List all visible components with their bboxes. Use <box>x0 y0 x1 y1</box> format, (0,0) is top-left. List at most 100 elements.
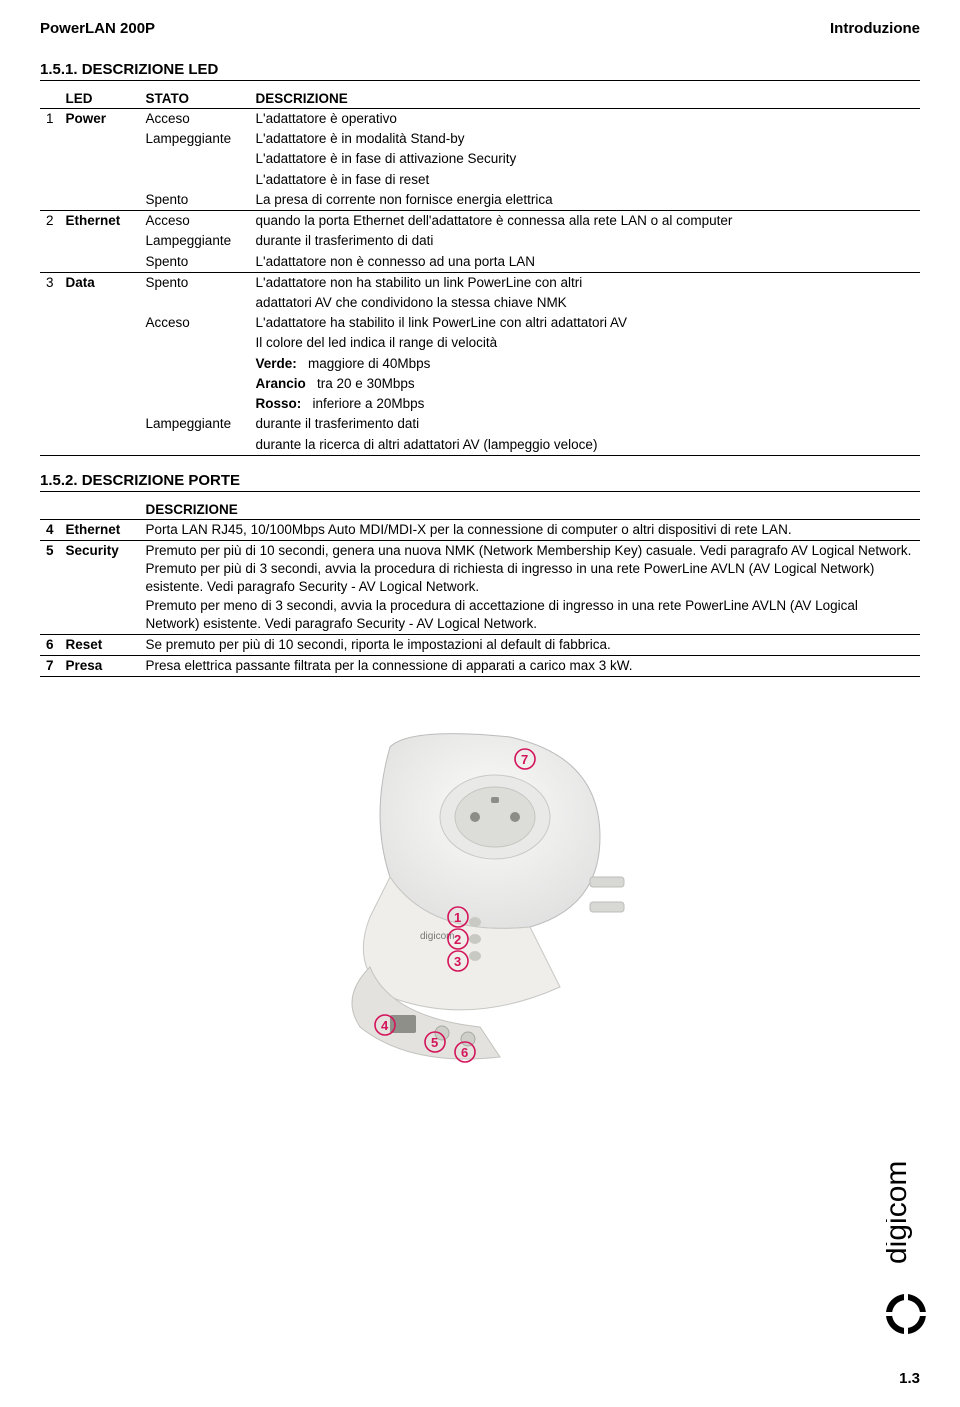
cell-idx: 3 <box>40 272 60 293</box>
svg-text:5: 5 <box>431 1035 438 1050</box>
th-porte-desc: DESCRIZIONE <box>140 500 920 520</box>
section2-title: 1.5.2. DESCRIZIONE PORTE <box>40 472 920 492</box>
porte-table: DESCRIZIONE 4EthernetPorta LAN RJ45, 10/… <box>40 500 920 678</box>
cell-stato: Lampeggiante <box>140 129 250 149</box>
svg-text:1: 1 <box>454 910 461 925</box>
table-row: Il colore del led indica il range di vel… <box>40 333 920 353</box>
cell-desc: Porta LAN RJ45, 10/100Mbps Auto MDI/MDI-… <box>140 519 920 540</box>
table-row: 2EthernetAccesoquando la porta Ethernet … <box>40 211 920 232</box>
cell-stato: Lampeggiante <box>140 231 250 251</box>
table-row: Lampeggiantedurante il trasferimento di … <box>40 231 920 251</box>
page-number: 1.3 <box>899 1370 920 1387</box>
cell-led <box>60 414 140 434</box>
table-row: 3DataSpentoL'adattatore non ha stabilito… <box>40 272 920 293</box>
cell-led <box>60 190 140 211</box>
table-row: AccesoL'adattatore ha stabilito il link … <box>40 313 920 333</box>
table-row: durante la ricerca di altri adattatori A… <box>40 435 920 456</box>
cell-stato <box>140 293 250 313</box>
cell-led: Ethernet <box>60 211 140 232</box>
cell-idx <box>40 170 60 190</box>
cell-stato: Acceso <box>140 211 250 232</box>
cell-idx <box>40 333 60 353</box>
cell-name: Ethernet <box>60 519 140 540</box>
cell-desc: Il colore del led indica il range di vel… <box>250 333 920 353</box>
cell-stato: Spento <box>140 252 250 273</box>
cell-desc: La presa di corrente non fornisce energi… <box>250 190 920 211</box>
svg-text:6: 6 <box>461 1045 468 1060</box>
cell-stato: Lampeggiante <box>140 414 250 434</box>
table-row: L'adattatore è in fase di reset <box>40 170 920 190</box>
cell-desc: Premuto per più di 10 secondi, genera un… <box>140 540 920 634</box>
section1-title: 1.5.1. DESCRIZIONE LED <box>40 61 920 81</box>
cell-desc: Se premuto per più di 10 secondi, riport… <box>140 635 920 656</box>
header-row: PowerLAN 200P Introduzione <box>40 20 920 37</box>
cell-desc: L'adattatore è operativo <box>250 109 920 130</box>
cell-desc: L'adattatore non è connesso ad una porta… <box>250 252 920 273</box>
cell-idx <box>40 252 60 273</box>
cell-desc: Presa elettrica passante filtrata per la… <box>140 656 920 677</box>
cell-idx <box>40 190 60 211</box>
cell-idx: 4 <box>40 519 60 540</box>
table-row: SpentoL'adattatore non è connesso ad una… <box>40 252 920 273</box>
cell-led <box>60 149 140 169</box>
led-table: LED STATO DESCRIZIONE 1PowerAccesoL'adat… <box>40 89 920 456</box>
cell-idx <box>40 414 60 434</box>
table-row: L'adattatore è in fase di attivazione Se… <box>40 149 920 169</box>
cell-led <box>60 129 140 149</box>
cell-led <box>60 231 140 251</box>
cell-led: Power <box>60 109 140 130</box>
header-right: Introduzione <box>830 20 920 37</box>
th-stato: STATO <box>140 89 250 109</box>
svg-text:7: 7 <box>521 752 528 767</box>
table-row: SpentoLa presa di corrente non fornisce … <box>40 190 920 211</box>
table-row: 7PresaPresa elettrica passante filtrata … <box>40 656 920 677</box>
cell-idx: 5 <box>40 540 60 634</box>
th-blank <box>40 89 60 109</box>
cell-idx: 6 <box>40 635 60 656</box>
svg-text:2: 2 <box>454 932 461 947</box>
cell-idx: 2 <box>40 211 60 232</box>
cell-desc: adattatori AV che condividono la stessa … <box>250 293 920 313</box>
th-porte-blank2 <box>60 500 140 520</box>
brand-logo: digicom <box>886 1124 926 1347</box>
table-row: 1PowerAccesoL'adattatore è operativo <box>40 109 920 130</box>
cell-idx <box>40 293 60 313</box>
cell-idx <box>40 231 60 251</box>
cell-stato <box>140 149 250 169</box>
table-row: LampeggianteL'adattatore è in modalità S… <box>40 129 920 149</box>
th-led: LED <box>60 89 140 109</box>
header-left: PowerLAN 200P <box>40 20 155 37</box>
cell-name: Reset <box>60 635 140 656</box>
cell-idx: 1 <box>40 109 60 130</box>
cell-desc: L'adattatore è in fase di attivazione Se… <box>250 149 920 169</box>
cell-desc: L'adattatore non ha stabilito un link Po… <box>250 272 920 293</box>
cell-desc: quando la porta Ethernet dell'adattatore… <box>250 211 920 232</box>
cell-idx: 7 <box>40 656 60 677</box>
svg-text:3: 3 <box>454 954 461 969</box>
table-row: Verde: maggiore di 40Mbps <box>40 354 920 374</box>
cell-led <box>60 293 140 313</box>
cell-led <box>60 333 140 353</box>
cell-led <box>60 252 140 273</box>
cell-stato: Spento <box>140 272 250 293</box>
cell-stato <box>140 333 250 353</box>
table-row: Lampeggiantedurante il trasferimento dat… <box>40 414 920 434</box>
th-porte-blank1 <box>40 500 60 520</box>
cell-idx <box>40 435 60 456</box>
svg-text:4: 4 <box>381 1018 389 1033</box>
table-row: 5SecurityPremuto per più di 10 secondi, … <box>40 540 920 634</box>
cell-led <box>60 313 140 333</box>
th-desc: DESCRIZIONE <box>250 89 920 109</box>
cell-desc: durante la ricerca di altri adattatori A… <box>250 435 920 456</box>
table-row: 4EthernetPorta LAN RJ45, 10/100Mbps Auto… <box>40 519 920 540</box>
svg-text:digicom: digicom <box>886 1161 913 1264</box>
cell-led <box>60 170 140 190</box>
table-row: 6ResetSe premuto per più di 10 secondi, … <box>40 635 920 656</box>
cell-desc: durante il trasferimento dati <box>250 414 920 434</box>
cell-name: Security <box>60 540 140 634</box>
table-row: Rosso: inferiore a 20Mbps <box>40 394 920 414</box>
device-figure: digicom 7 1 2 3 4 5 6 <box>40 717 920 1077</box>
cell-stato <box>140 170 250 190</box>
cell-desc: durante il trasferimento di dati <box>250 231 920 251</box>
cell-stato: Acceso <box>140 109 250 130</box>
